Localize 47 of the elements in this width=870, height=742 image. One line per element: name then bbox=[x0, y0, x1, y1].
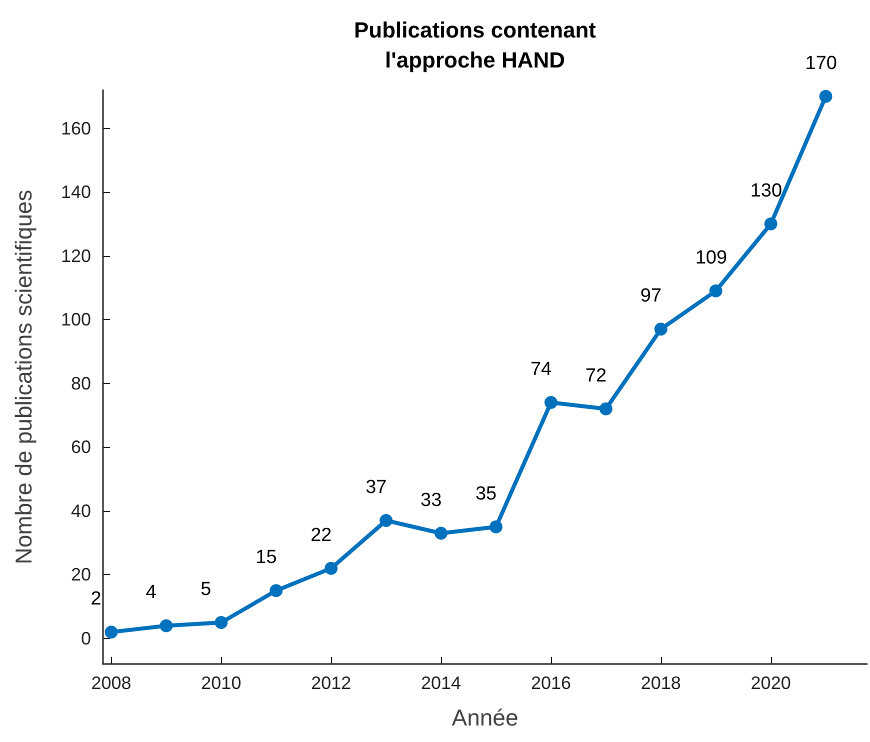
y-axis-title: Nombre de publications scientifiques bbox=[10, 190, 36, 564]
chart-title: Publications contenant l'approche HAND bbox=[354, 18, 597, 72]
data-label: 170 bbox=[805, 52, 837, 74]
data-label: 74 bbox=[530, 359, 552, 380]
point bbox=[709, 284, 722, 298]
data-label: 109 bbox=[695, 247, 728, 268]
x-axis-title: Année bbox=[452, 704, 518, 730]
point bbox=[380, 514, 393, 527]
point bbox=[764, 217, 778, 230]
x-tick-label: 2016 bbox=[530, 673, 571, 693]
point bbox=[544, 396, 558, 410]
point bbox=[434, 526, 448, 540]
point bbox=[270, 584, 283, 598]
data-label: 15 bbox=[256, 547, 277, 568]
y-tick-label: 120 bbox=[60, 246, 91, 266]
point bbox=[599, 402, 612, 416]
data-label: 4 bbox=[146, 582, 157, 604]
data-label: 35 bbox=[475, 483, 497, 504]
point bbox=[490, 520, 502, 534]
point bbox=[104, 626, 118, 639]
y-tick-label: 160 bbox=[60, 118, 91, 138]
point bbox=[160, 619, 173, 632]
data-label: 97 bbox=[640, 286, 662, 307]
point bbox=[324, 562, 338, 575]
point bbox=[654, 322, 668, 336]
x-tick-label: 2008 bbox=[91, 673, 132, 693]
y-tick-label: 20 bbox=[70, 564, 91, 585]
y-tick-label: 80 bbox=[70, 373, 91, 394]
data-label: 2 bbox=[90, 588, 102, 610]
data-label: 5 bbox=[200, 579, 212, 600]
x-tick-label: 2012 bbox=[311, 673, 352, 693]
data-label: 130 bbox=[750, 180, 782, 202]
x-tick-label: 2018 bbox=[640, 673, 681, 693]
x-tick-label: 2014 bbox=[421, 673, 462, 693]
x-tick-label: 2020 bbox=[750, 673, 791, 693]
data-label: 33 bbox=[420, 490, 442, 511]
data-label: 37 bbox=[366, 477, 387, 498]
y-tick-label: 40 bbox=[70, 500, 91, 521]
x-tick-label: 2010 bbox=[201, 673, 242, 693]
point bbox=[819, 90, 832, 103]
y-tick-label: 140 bbox=[60, 182, 91, 202]
data-label: 72 bbox=[585, 365, 607, 386]
y-tick-label: 60 bbox=[70, 437, 91, 458]
point bbox=[214, 616, 228, 630]
y-tick-label: 100 bbox=[60, 310, 91, 330]
y-tick-label: 0 bbox=[80, 628, 91, 648]
data-label: 22 bbox=[310, 524, 332, 546]
